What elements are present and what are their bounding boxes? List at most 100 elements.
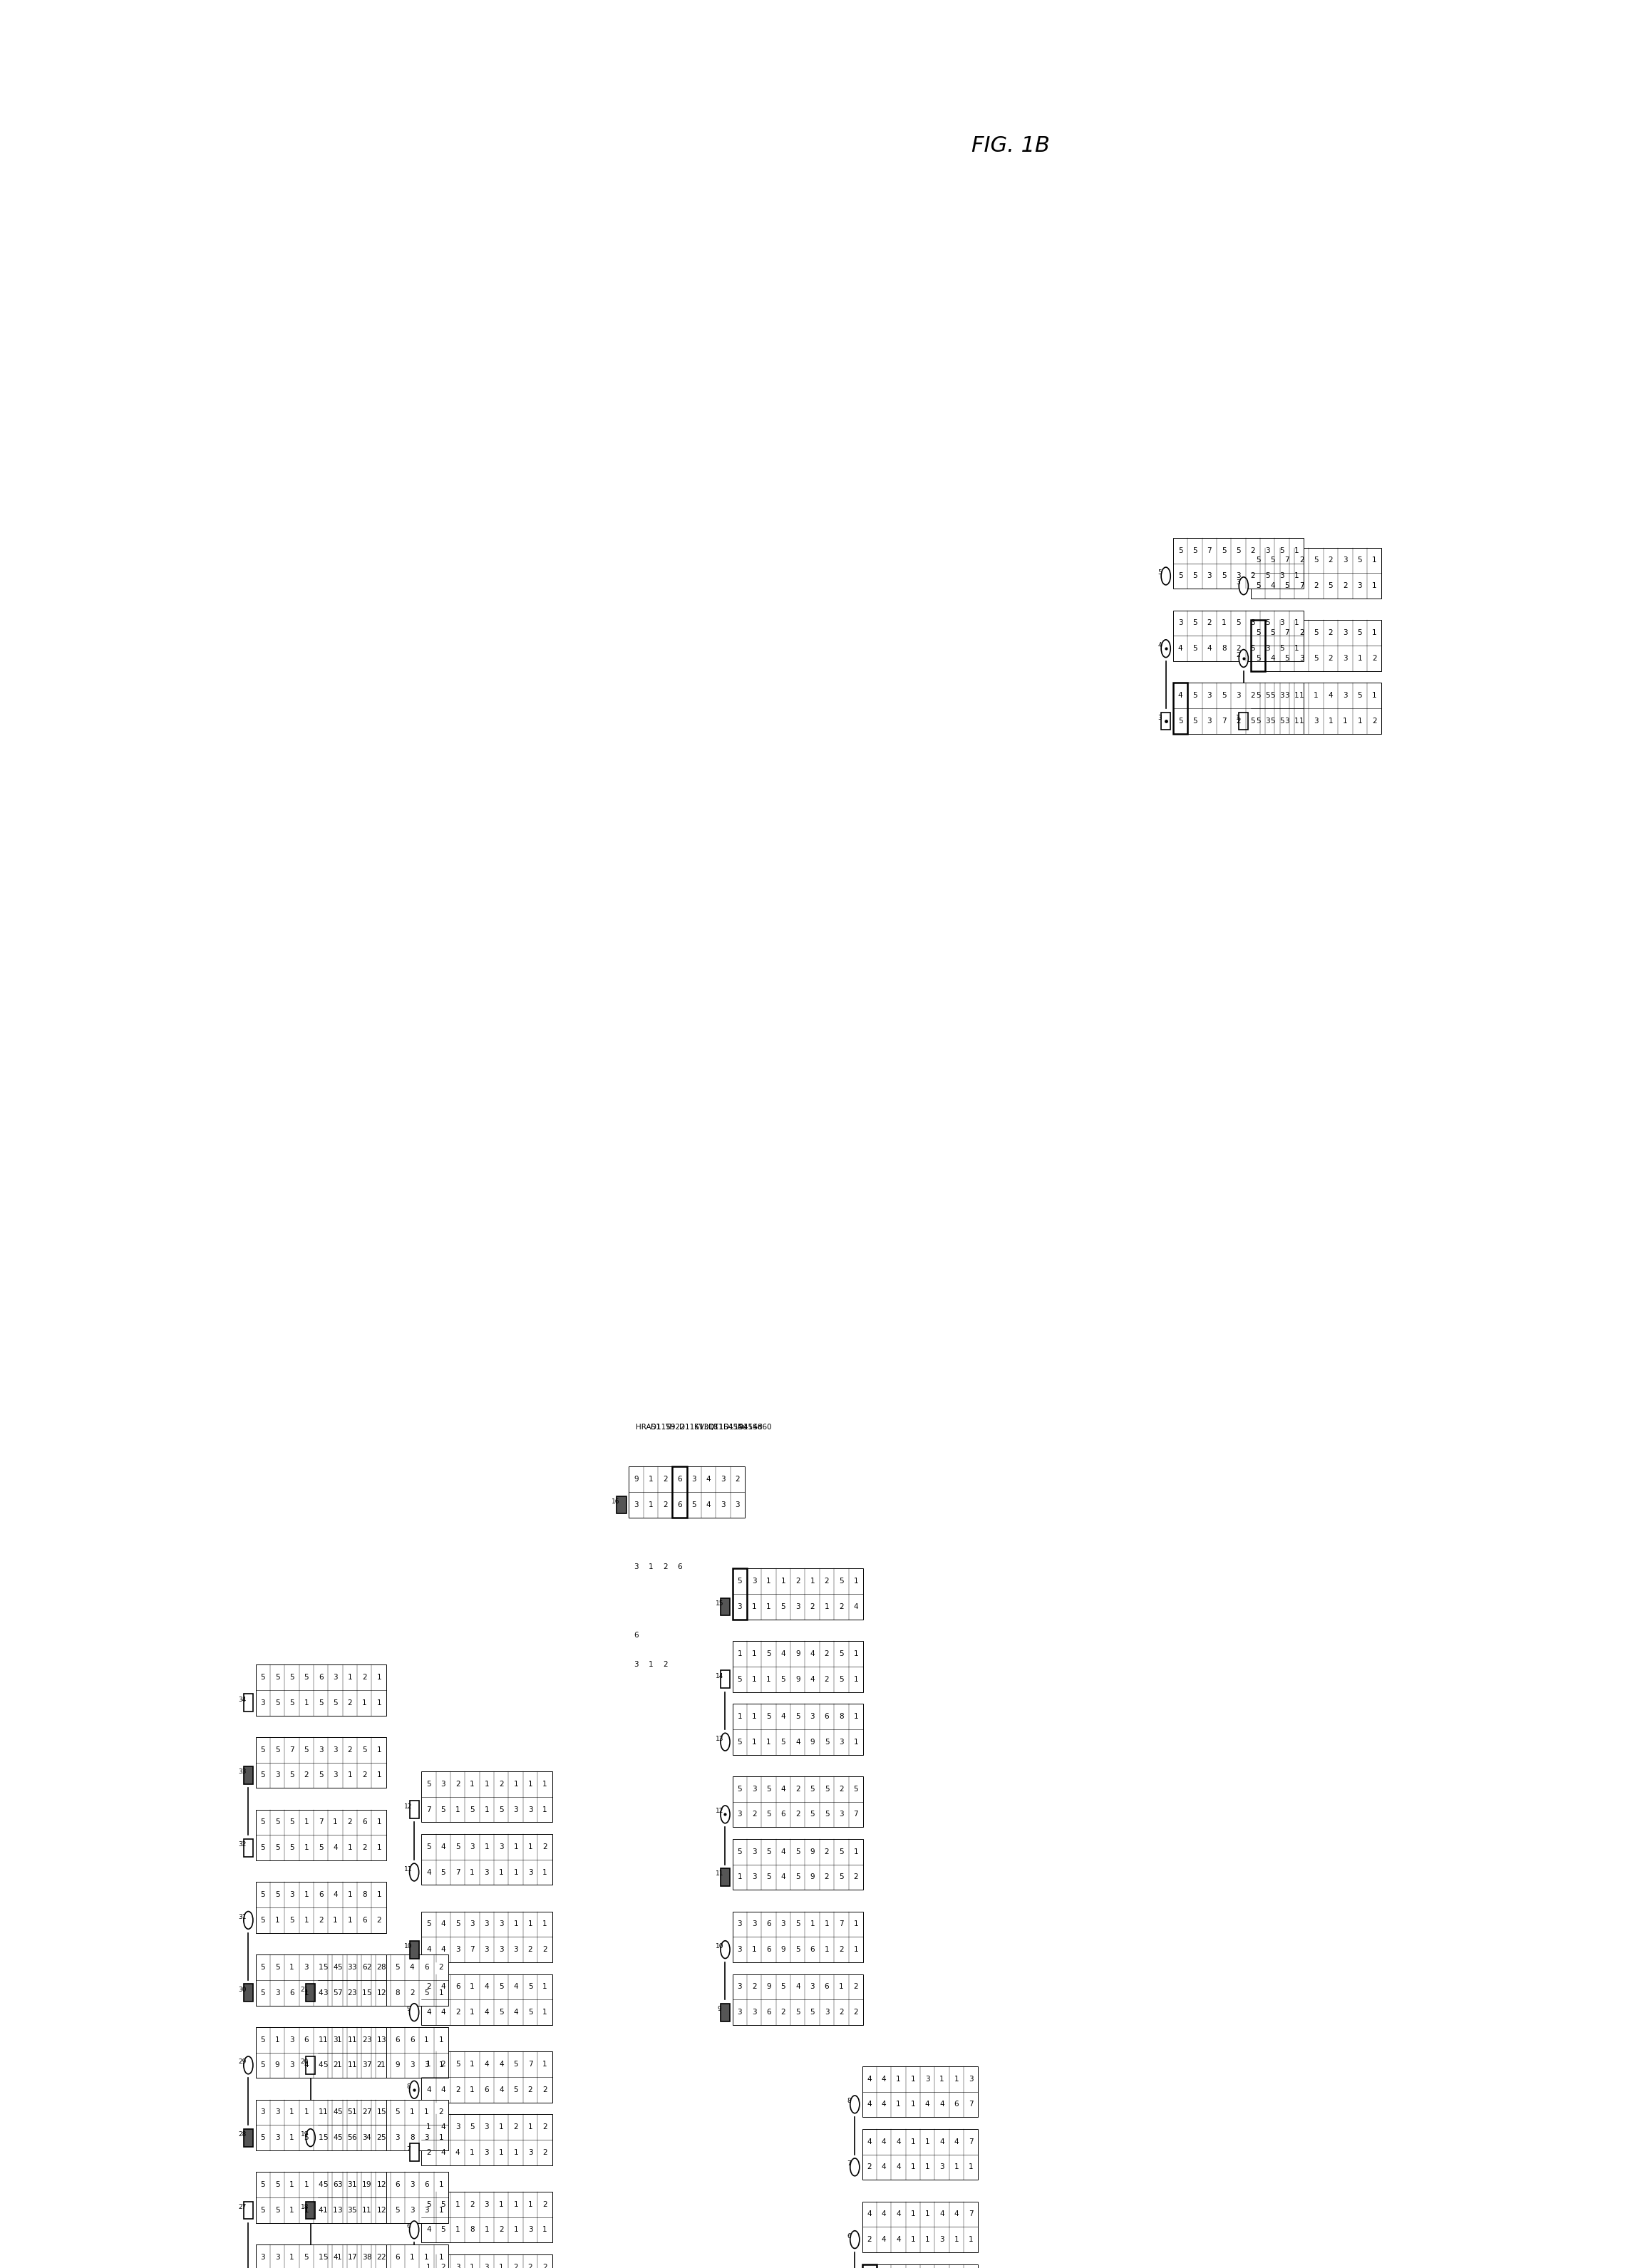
Bar <box>244 2202 252 2218</box>
Text: 1: 1 <box>289 1964 294 1971</box>
Text: 1: 1 <box>361 2207 366 2214</box>
Text: 1: 1 <box>1221 619 1226 626</box>
Text: 3: 3 <box>276 1771 280 1778</box>
Bar <box>733 1776 863 1828</box>
Text: 2: 2 <box>348 1989 351 1996</box>
Text: D11S454u: D11S454u <box>708 1424 747 1431</box>
Bar <box>1251 683 1381 735</box>
Text: 15: 15 <box>716 1601 724 1606</box>
Text: 2: 2 <box>780 2009 785 2016</box>
Text: 1: 1 <box>318 2109 323 2116</box>
Bar <box>244 2130 252 2146</box>
Text: 2: 2 <box>513 2123 518 2130</box>
Text: 5: 5 <box>276 1746 280 1753</box>
Bar <box>721 1672 729 1687</box>
Text: 6: 6 <box>954 2100 959 2107</box>
Text: 4: 4 <box>441 1921 446 1928</box>
Text: 1: 1 <box>337 2062 342 2068</box>
Text: 3: 3 <box>1343 692 1348 699</box>
Text: 5: 5 <box>1251 644 1256 653</box>
Text: 3: 3 <box>752 1873 757 1880</box>
Bar <box>244 1694 252 1712</box>
Text: 4: 4 <box>366 2134 371 2141</box>
Text: 5: 5 <box>348 2134 351 2141</box>
Text: 5: 5 <box>323 2254 327 2261</box>
Bar <box>421 1771 553 1821</box>
Text: 5: 5 <box>261 1746 266 1753</box>
Text: 5: 5 <box>289 1916 294 1923</box>
Text: 1: 1 <box>361 1989 366 1996</box>
Text: 1: 1 <box>485 1780 488 1787</box>
Text: 1: 1 <box>304 1892 309 1898</box>
Text: 4: 4 <box>441 2009 446 2016</box>
Text: 8: 8 <box>406 2084 411 2089</box>
Text: 5: 5 <box>738 1785 742 1792</box>
Text: 4: 4 <box>780 1848 785 1855</box>
Text: 19: 19 <box>300 2132 309 2139</box>
Text: 4: 4 <box>881 2139 886 2146</box>
Text: 1: 1 <box>513 2200 518 2207</box>
Text: 3: 3 <box>810 1712 815 1719</box>
Text: 3: 3 <box>939 2236 944 2243</box>
Text: 1: 1 <box>1294 644 1299 653</box>
Text: 3: 3 <box>1178 619 1183 626</box>
Text: 3: 3 <box>470 1921 475 1928</box>
Text: 2: 2 <box>498 2227 503 2234</box>
Bar <box>244 1984 252 2003</box>
Text: 3: 3 <box>333 1771 338 1778</box>
Text: 3: 3 <box>780 1921 785 1928</box>
Bar <box>721 1869 729 1887</box>
Text: 5: 5 <box>304 2254 309 2261</box>
Text: 3: 3 <box>337 2207 342 2214</box>
Bar <box>733 1839 863 1889</box>
Text: 4: 4 <box>881 2164 886 2170</box>
Text: 1: 1 <box>351 2109 356 2116</box>
Text: 5: 5 <box>381 2109 386 2116</box>
Text: 5: 5 <box>318 1844 323 1851</box>
Text: 1: 1 <box>424 2254 429 2261</box>
Text: 1: 1 <box>455 2200 460 2207</box>
Text: 5: 5 <box>1251 717 1256 723</box>
Text: 9: 9 <box>766 1982 771 1991</box>
Text: 4: 4 <box>1270 655 1275 662</box>
Bar <box>721 2003 729 2021</box>
Text: 1: 1 <box>361 1699 366 1706</box>
Text: 1: 1 <box>361 2182 366 2189</box>
Text: 1: 1 <box>318 2037 323 2043</box>
Text: 4: 4 <box>881 2236 886 2243</box>
Text: 3: 3 <box>276 1989 280 1996</box>
Text: 3: 3 <box>361 2062 366 2068</box>
Text: 1: 1 <box>485 1844 488 1851</box>
Text: 4: 4 <box>780 1712 785 1719</box>
Text: 3: 3 <box>498 1844 503 1851</box>
Text: 29: 29 <box>239 2059 246 2066</box>
Text: 5: 5 <box>825 1785 830 1792</box>
Text: 5: 5 <box>261 1771 266 1778</box>
Text: 6: 6 <box>409 2037 414 2043</box>
Text: 3: 3 <box>1280 572 1284 581</box>
Text: 1: 1 <box>276 1916 280 1923</box>
Text: 6: 6 <box>634 1631 639 1640</box>
Text: 1: 1 <box>318 1964 323 1971</box>
Text: 1: 1 <box>455 2227 460 2234</box>
Text: 3: 3 <box>1358 583 1361 590</box>
Text: 1: 1 <box>926 2164 929 2170</box>
Text: 2: 2 <box>361 1771 366 1778</box>
Text: 1: 1 <box>513 2148 518 2157</box>
Text: 14: 14 <box>716 1674 723 1678</box>
Text: 5: 5 <box>1358 692 1361 699</box>
Text: 3: 3 <box>337 2182 342 2189</box>
Text: 5: 5 <box>1313 558 1318 565</box>
Text: 7: 7 <box>1221 717 1226 723</box>
Text: 4: 4 <box>780 1785 785 1792</box>
Text: 6: 6 <box>780 1810 785 1819</box>
Bar <box>256 2100 386 2150</box>
Text: 5: 5 <box>1266 572 1270 581</box>
Text: 1: 1 <box>738 1651 742 1658</box>
Text: 3: 3 <box>323 1989 327 1996</box>
Text: 1: 1 <box>752 1603 757 1610</box>
Text: 2: 2 <box>825 1579 830 1585</box>
Bar <box>318 2028 449 2077</box>
Text: 1: 1 <box>543 1982 548 1991</box>
Text: 1: 1 <box>304 1819 309 1826</box>
